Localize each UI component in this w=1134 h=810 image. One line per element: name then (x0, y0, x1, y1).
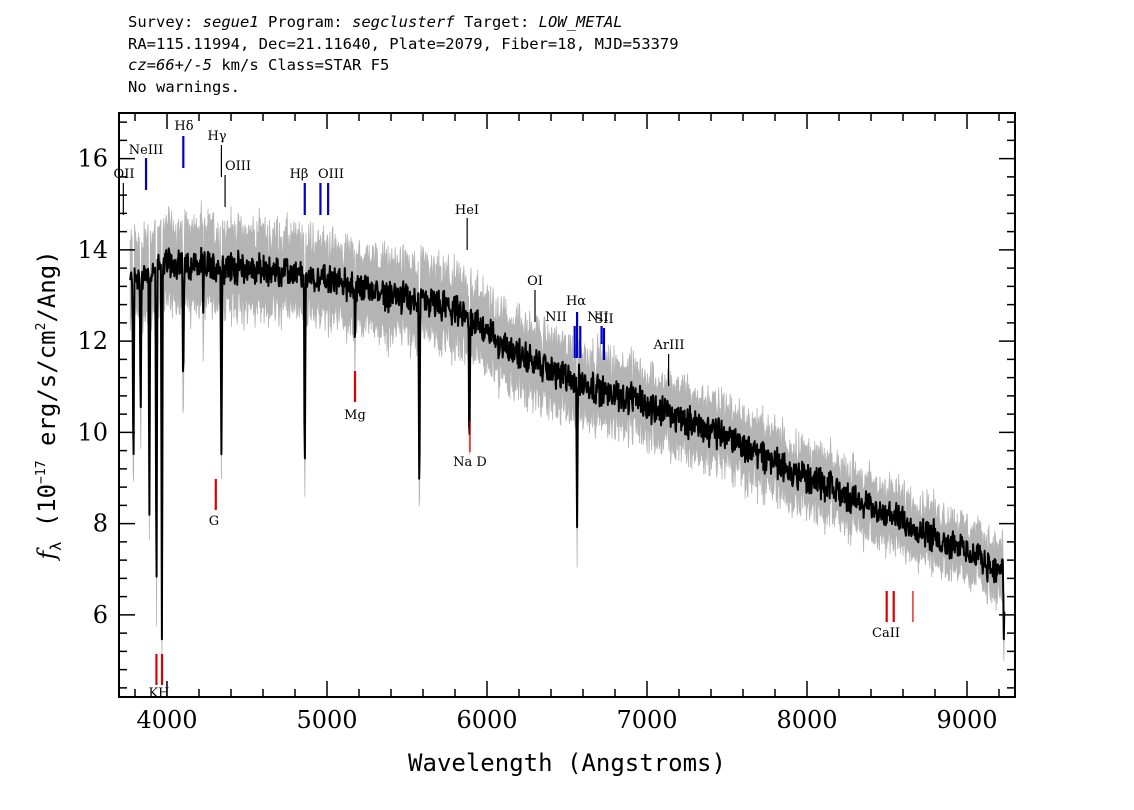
x-tick-label: 9000 (936, 706, 997, 734)
target-label: Target: (454, 13, 539, 31)
y-axis-title-b: erg/s/cm (33, 330, 61, 460)
label-halpha: Hα (566, 294, 586, 309)
label-mg: Mg (344, 408, 366, 423)
label-kh: KH (148, 686, 169, 701)
y-axis-title-sup2: 2 (34, 323, 49, 331)
redshift-class: km/s Class=STAR F5 (212, 56, 390, 74)
y-axis-title-c: /Ang) (33, 250, 61, 322)
flux-series-layer (129, 246, 1006, 641)
program-value: segclusterf (351, 13, 455, 31)
header-line-redshift: cz=66+/-5 km/s Class=STAR F5 (128, 55, 679, 77)
label-nii: NII (545, 310, 567, 325)
axis-tick-labels: 4000 5000 6000 7000 8000 9000 6 8 10 12 14 16 (77, 145, 997, 734)
y-tick-label: 10 (77, 418, 108, 446)
label-neiii: NeIII (129, 143, 163, 158)
label-oiii-4363: OIII (225, 159, 251, 174)
spectral-line-markers (122, 136, 914, 685)
x-tick-label: 8000 (776, 706, 837, 734)
y-axis-title-a: (10 (33, 484, 61, 542)
y-tick-label: 14 (77, 236, 108, 264)
label-hei: HeI (455, 203, 479, 218)
header-line-coordinates: RA=115.11994, Dec=21.11640, Plate=2079, … (128, 34, 679, 53)
header-line-warnings: No warnings. (128, 77, 240, 96)
label-nad: Na D (453, 455, 487, 470)
axis-ticks (119, 113, 1015, 697)
x-tick-label: 4000 (136, 706, 197, 734)
y-tick-label: 8 (93, 510, 108, 538)
label-oiii-5007: OIII (318, 167, 344, 182)
label-nii-6583: NII (587, 310, 609, 325)
label-ariii: ArIII (652, 338, 684, 353)
x-axis-title: Wavelength (Angstroms) (408, 749, 726, 777)
spectrum-header: Survey: segue1 Program: segclusterf Targ… (128, 12, 679, 98)
label-caii: CaII (872, 626, 900, 641)
label-hdelta: Hδ (174, 119, 193, 134)
survey-value: segue1 (202, 13, 259, 31)
y-axis-title: fλ (10−17 erg/s/cm2/Ang) (33, 250, 65, 561)
plot-frame (118, 112, 1016, 698)
label-hgamma: Hγ (207, 129, 226, 144)
y-tick-label: 6 (93, 601, 108, 629)
y-axis-title-sub: λ (47, 542, 65, 551)
survey-label: Survey: (128, 13, 203, 31)
label-g: G (209, 514, 219, 529)
header-line-survey: Survey: segue1 Program: segclusterf Targ… (128, 12, 679, 34)
label-sii: SII (594, 312, 613, 327)
label-oi: OI (527, 274, 543, 289)
x-tick-label: 7000 (616, 706, 677, 734)
x-tick-label: 6000 (456, 706, 517, 734)
y-tick-label: 12 (77, 327, 108, 355)
label-hbeta: Hβ (290, 167, 309, 182)
flux-series (129, 246, 1006, 641)
target-value: LOW_METAL (538, 13, 623, 31)
program-label: Program: (258, 13, 352, 31)
label-oii: OII (114, 167, 135, 182)
redshift-value: cz=66+/-5 (128, 56, 212, 74)
x-tick-label: 5000 (296, 706, 357, 734)
y-tick-label: 16 (77, 145, 108, 173)
y-axis-title-sup1: −17 (34, 460, 49, 483)
